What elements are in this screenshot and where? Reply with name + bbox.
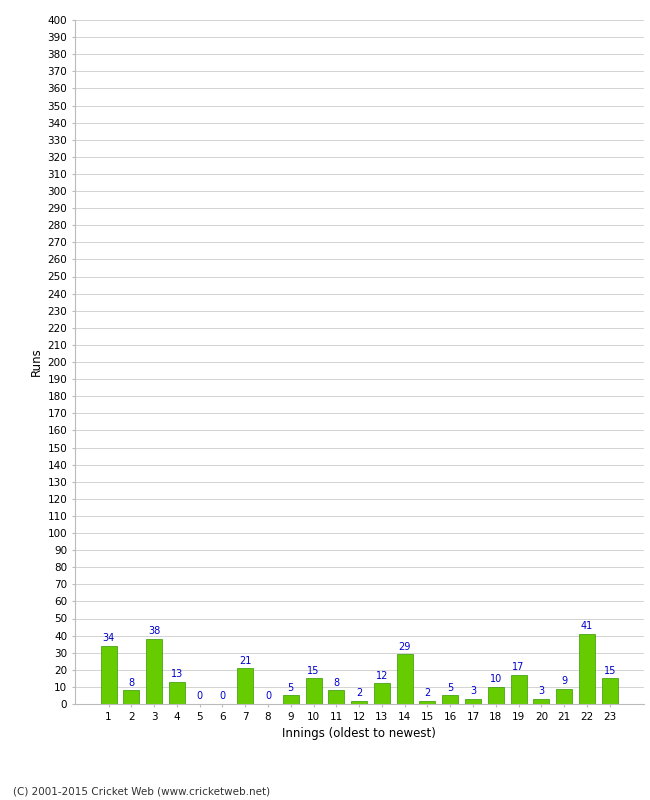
Text: 10: 10 (489, 674, 502, 684)
Bar (465, 699, 481, 704)
Text: 13: 13 (171, 670, 183, 679)
Text: 15: 15 (307, 666, 320, 676)
Bar (419, 701, 436, 704)
Bar (442, 695, 458, 704)
Text: 21: 21 (239, 655, 252, 666)
Text: 34: 34 (103, 634, 114, 643)
Bar (396, 654, 413, 704)
Bar (101, 646, 116, 704)
Bar (306, 678, 322, 704)
Bar (328, 690, 344, 704)
Bar (556, 689, 572, 704)
Text: 29: 29 (398, 642, 411, 652)
Text: 9: 9 (561, 676, 567, 686)
Bar (283, 695, 299, 704)
Y-axis label: Runs: Runs (30, 348, 43, 376)
Text: (C) 2001-2015 Cricket Web (www.cricketweb.net): (C) 2001-2015 Cricket Web (www.cricketwe… (13, 786, 270, 796)
Bar (146, 639, 162, 704)
Text: 0: 0 (196, 691, 203, 702)
Text: 38: 38 (148, 626, 161, 637)
Text: 5: 5 (288, 683, 294, 693)
Bar (488, 687, 504, 704)
Bar (511, 675, 526, 704)
Bar (169, 682, 185, 704)
Text: 41: 41 (580, 622, 593, 631)
Text: 2: 2 (356, 688, 362, 698)
Text: 3: 3 (470, 686, 476, 696)
Text: 0: 0 (220, 691, 226, 702)
Bar (579, 634, 595, 704)
Bar (237, 668, 254, 704)
Text: 3: 3 (538, 686, 545, 696)
Text: 8: 8 (333, 678, 339, 688)
Text: 17: 17 (512, 662, 525, 672)
Bar (534, 699, 549, 704)
Text: 5: 5 (447, 683, 453, 693)
Bar (374, 683, 390, 704)
Bar (351, 701, 367, 704)
Text: 12: 12 (376, 671, 388, 681)
Text: 15: 15 (603, 666, 616, 676)
Text: 2: 2 (424, 688, 430, 698)
Text: 0: 0 (265, 691, 271, 702)
Bar (602, 678, 617, 704)
Bar (124, 690, 139, 704)
Text: 8: 8 (128, 678, 135, 688)
X-axis label: Innings (oldest to newest): Innings (oldest to newest) (282, 727, 436, 740)
